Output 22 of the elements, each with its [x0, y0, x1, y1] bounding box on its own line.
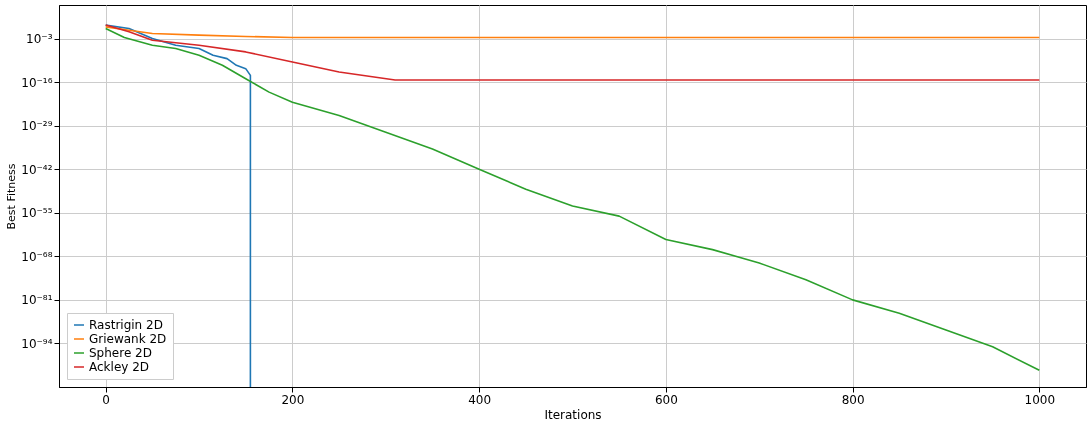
legend-label: Griewank 2D [89, 332, 167, 346]
y-tick-label: 10⁻⁹⁴ [21, 336, 53, 351]
legend-label: Rastrigin 2D [89, 318, 163, 332]
line-series [104, 26, 1041, 39]
y-axis-title: Best Fitness [5, 163, 19, 230]
legend-label: Ackley 2D [89, 360, 150, 374]
x-axis-title: Iterations [544, 407, 602, 422]
x-tick-label: 800 [841, 392, 865, 407]
x-tick-label: 0 [102, 392, 110, 407]
x-tick-label: 1000 [1024, 392, 1056, 407]
x-tick-label: 600 [654, 392, 678, 407]
y-tick-label: 10⁻⁶⁸ [21, 249, 53, 264]
line-series [104, 24, 1041, 81]
y-tick-label: 10⁻¹⁶ [21, 75, 53, 90]
y-tick-label: 10⁻⁴² [21, 162, 53, 177]
x-tick-label: 400 [468, 392, 492, 407]
y-tick-label: 10⁻²⁹ [21, 119, 53, 134]
legend-label: Sphere 2D [89, 346, 152, 360]
y-tick-label: 10⁻⁵⁵ [21, 206, 53, 221]
y-tick-label: 10⁻⁸¹ [21, 293, 53, 308]
x-tick-label: 200 [281, 392, 305, 407]
y-tick-label: 10⁻³ [26, 32, 53, 47]
